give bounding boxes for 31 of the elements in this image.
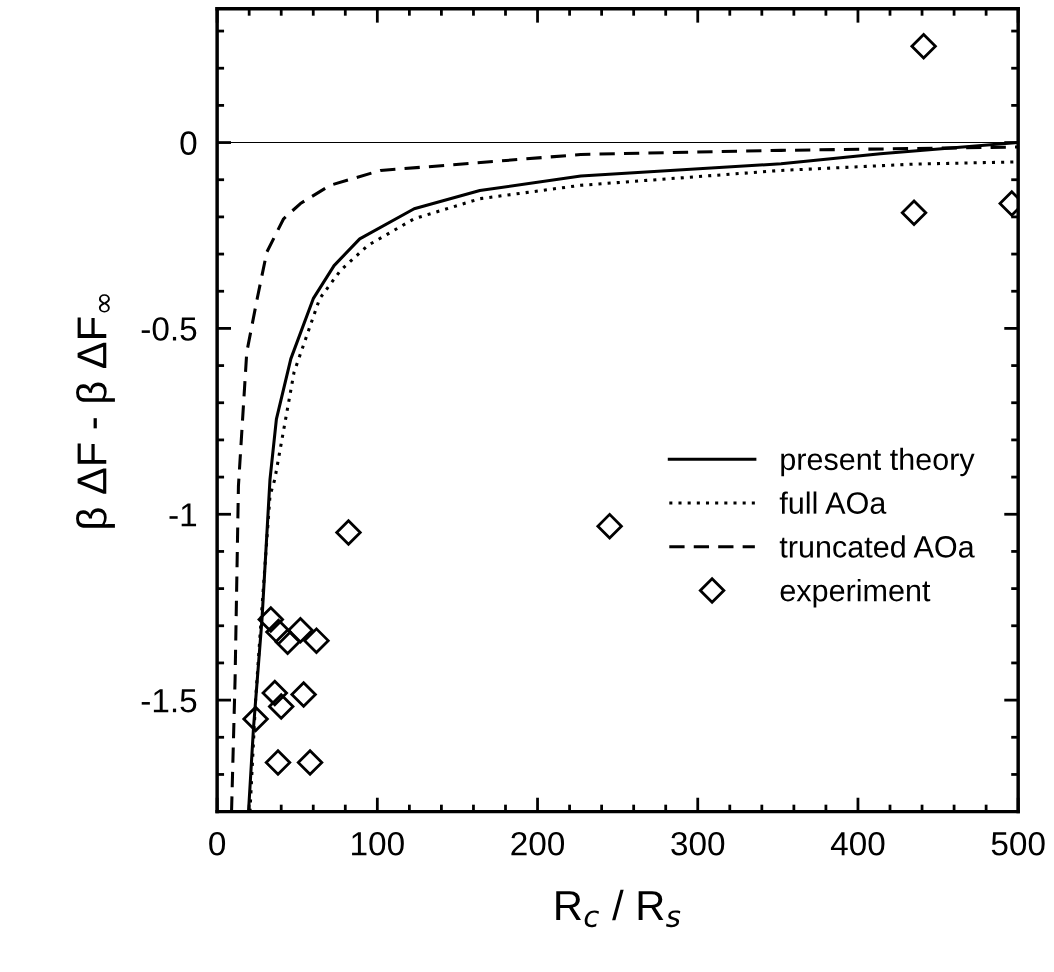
point [596, 512, 623, 540]
x-tick-label: 0 [209, 831, 226, 856]
y-axis-title: β ΔF - β ΔF$_{∞}$ [76, 294, 115, 528]
point [910, 33, 937, 60]
y-tick-label: -0.5 [141, 317, 197, 341]
x-tick-label: 400 [830, 831, 885, 856]
x-tick-label: 200 [511, 831, 565, 856]
point [264, 749, 292, 776]
point [900, 199, 928, 226]
point [261, 679, 288, 707]
point [257, 606, 284, 633]
y-tick-label: -1 [169, 503, 197, 527]
legend-label: truncated AOa [779, 535, 975, 558]
point [287, 617, 314, 644]
point [242, 705, 269, 733]
x-tick-label: 100 [352, 831, 404, 856]
legend-label: present theory [781, 447, 975, 477]
legend-label: experiment [780, 579, 931, 608]
point [265, 618, 292, 646]
x-tick-label: 500 [991, 831, 1045, 856]
x-axis-title: R$_{c}$ / R$_{s}$ [556, 889, 681, 928]
point [274, 628, 301, 655]
point [303, 627, 330, 654]
point [296, 749, 324, 776]
point [335, 519, 362, 546]
y-tick-label: 0 [180, 131, 197, 155]
y-tick-label: -1.5 [141, 689, 197, 713]
point [290, 681, 317, 708]
point [268, 693, 295, 720]
x-tick-label: 300 [671, 831, 725, 856]
legend-label: full AOa [779, 491, 887, 514]
